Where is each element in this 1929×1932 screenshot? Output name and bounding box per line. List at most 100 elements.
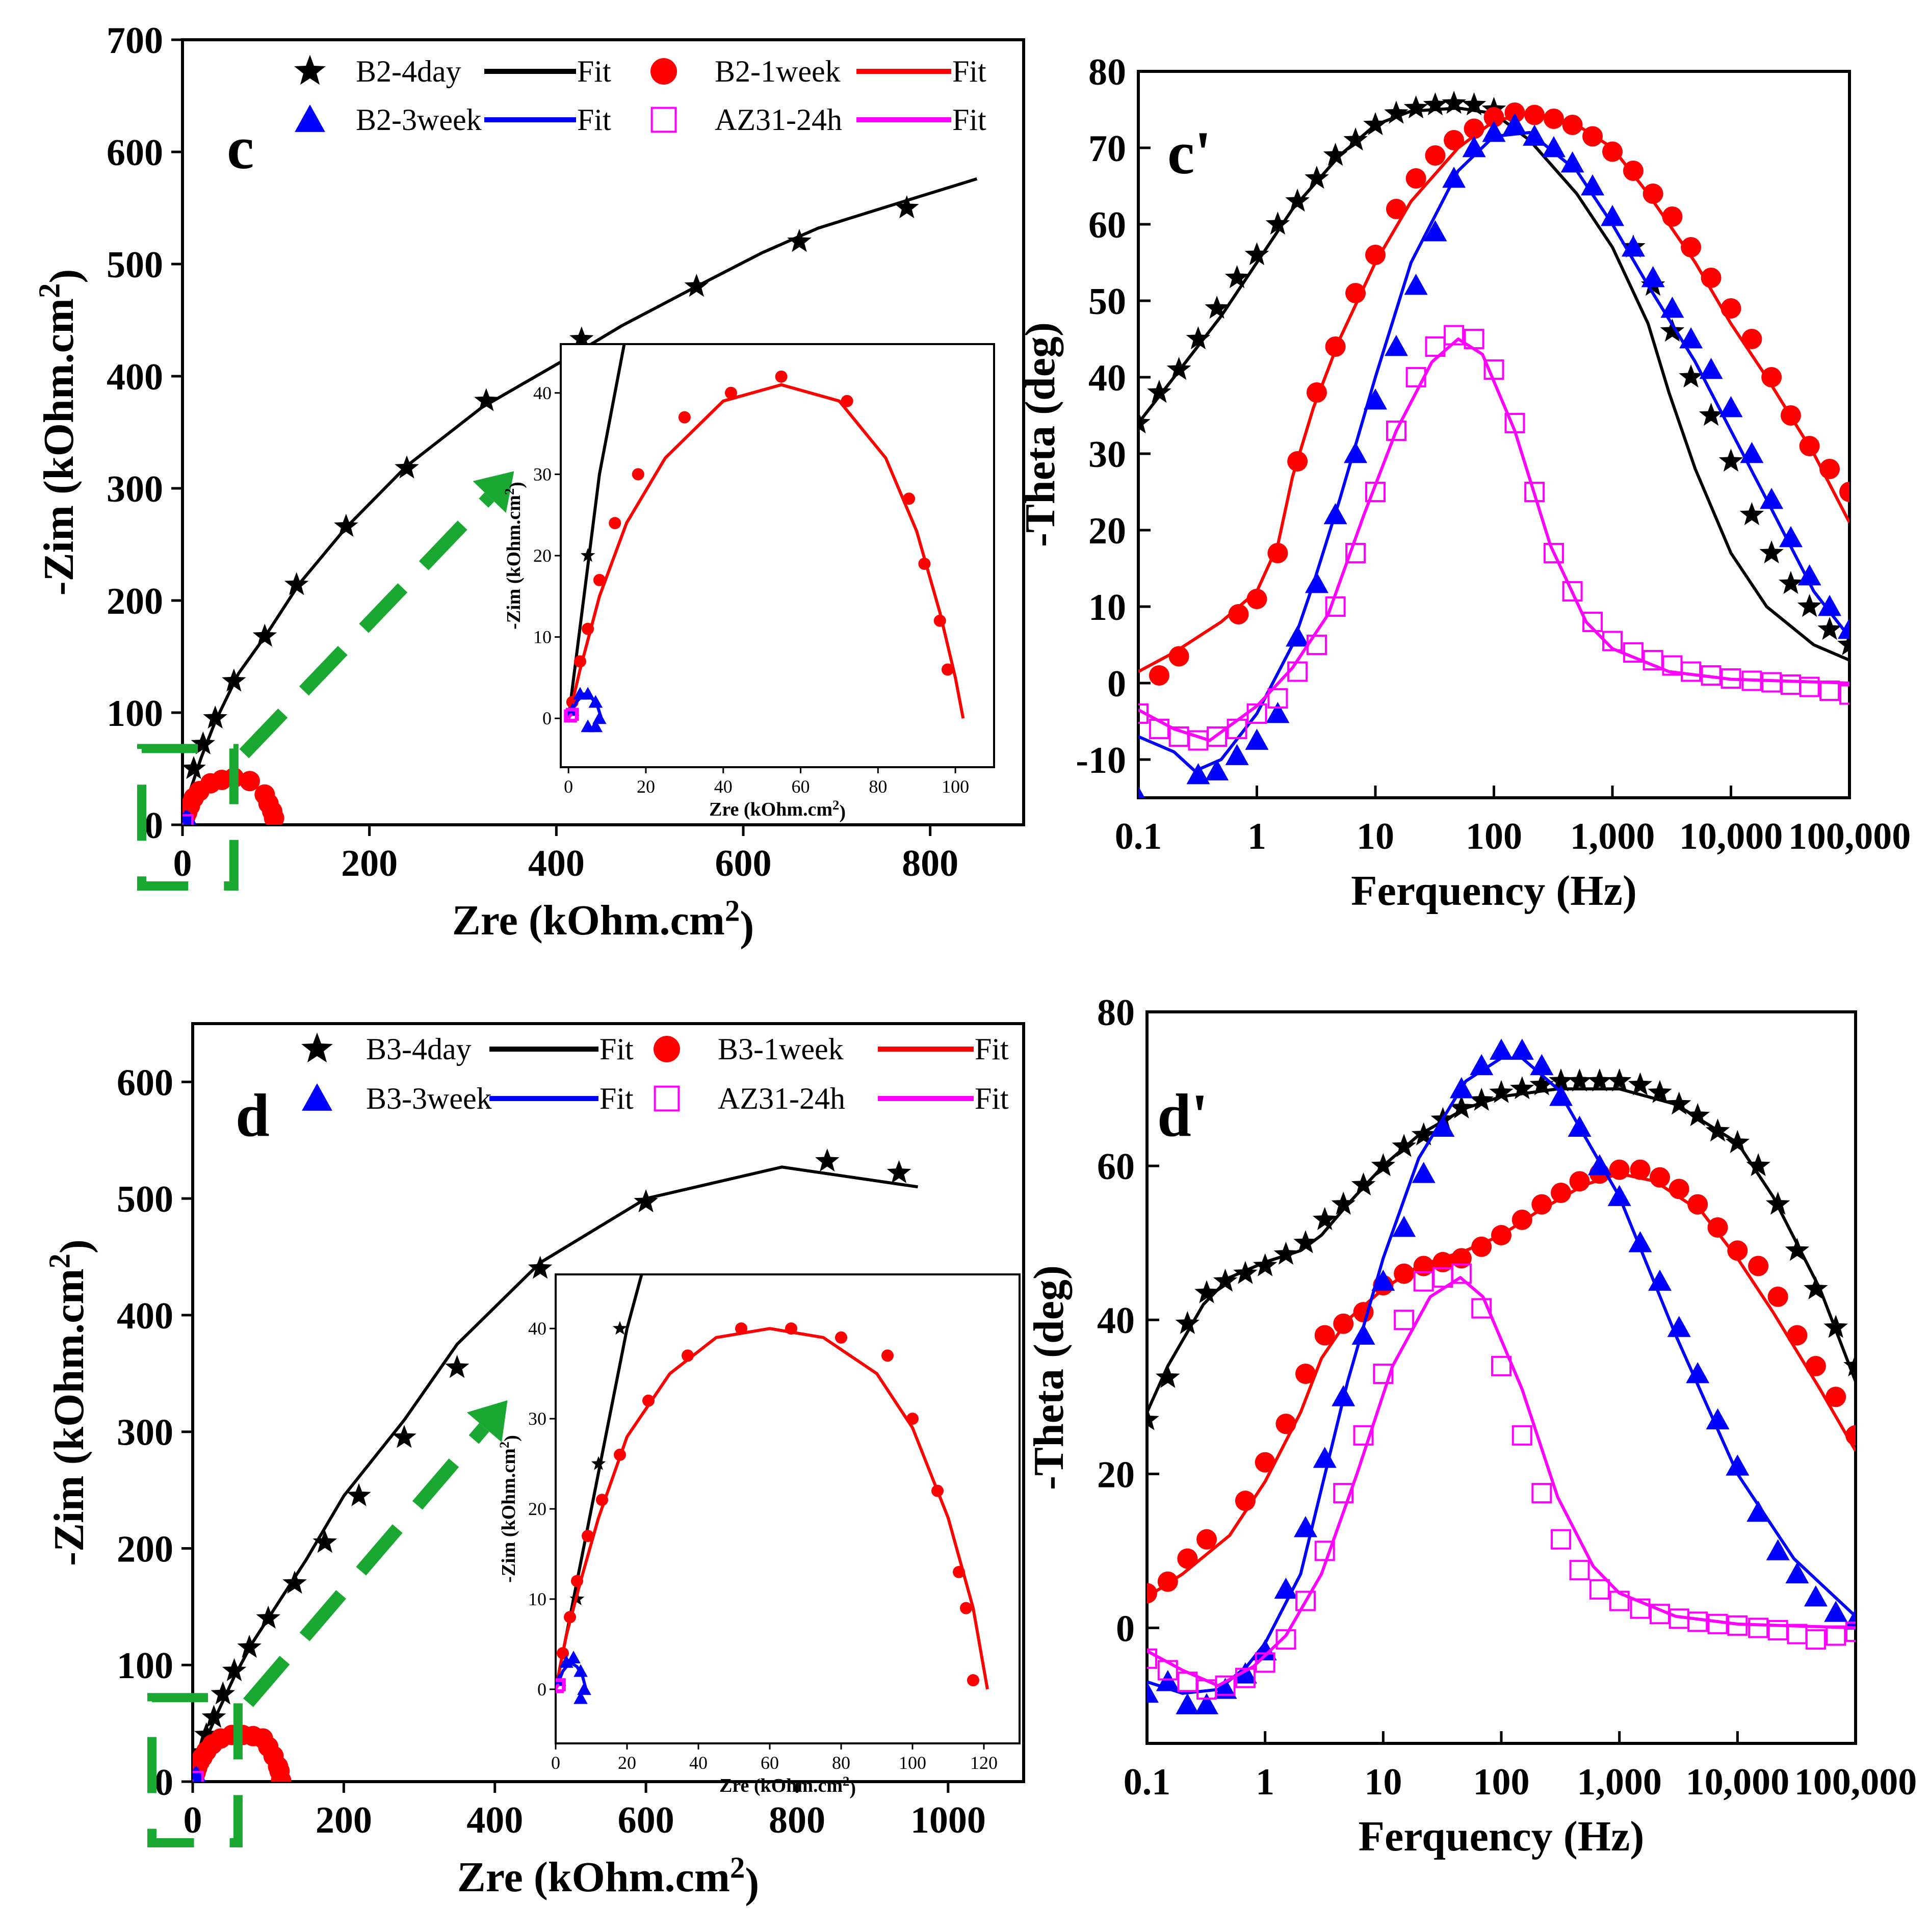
d2-point-B3-1week-18 [1511, 1209, 1532, 1230]
d-point-B3-4day-11 [392, 1425, 416, 1448]
d2-point-AZ31-24h-35 [1826, 1625, 1846, 1646]
d-series-B3-4day [193, 1148, 918, 1782]
c2-point-B2-3week-24 [1641, 266, 1665, 288]
d-series-AZ31-24h [193, 1770, 204, 1782]
c-inset-point-B2-1week-13 [941, 663, 954, 676]
d-inset-ytick-label: 0 [537, 1679, 546, 1700]
d2-point-B3-1week-31 [1767, 1286, 1788, 1307]
d2-point-B3-3week-33 [1785, 1562, 1809, 1584]
d2-point-B3-3week-34 [1804, 1585, 1828, 1607]
d-inset-point-B3-3week-1 [559, 1655, 574, 1668]
d2-point-AZ31-24h-28 [1687, 1611, 1708, 1632]
d2-point-B3-3week-24 [1607, 1185, 1631, 1206]
d-inset-point-B3-1week-16 [967, 1674, 979, 1687]
c2-point-B2-4day-26 [1759, 540, 1784, 564]
d2-point-AZ31-24h-24 [1609, 1590, 1630, 1611]
d2-point-AZ31-24h-5 [1235, 1667, 1256, 1688]
d2-point-B3-1week-17 [1491, 1225, 1511, 1246]
c2-point-B2-3week-14 [1442, 167, 1466, 188]
d2-point-B3-4day-10 [1331, 1191, 1355, 1215]
c2-point-B2-3week-11 [1384, 335, 1408, 356]
d-inset-xtick-label: 80 [832, 1753, 850, 1773]
c-inset-point-B2-1week-6 [678, 411, 691, 424]
d2-point-B3-1week-35 [1845, 1425, 1856, 1446]
d2-point-B3-4day-8 [1293, 1230, 1318, 1254]
d-legend-marker-B3-3week [302, 1083, 332, 1111]
c-ytick-label: 200 [107, 581, 163, 622]
c2-series-B2-3week [1138, 113, 1849, 798]
c2-point-B2-3week-13 [1423, 220, 1447, 242]
d-point-B3-3week-5 [193, 1771, 204, 1782]
d2-point-AZ31-24h-4 [1215, 1675, 1236, 1696]
c2-point-B2-1week-21 [1602, 141, 1623, 162]
d2-point-B3-3week-23 [1587, 1154, 1611, 1176]
c2-point-B2-4day-30 [1837, 632, 1849, 656]
c-point-B2-4day-1 [183, 756, 206, 779]
c2-point-B2-1week-5 [1287, 451, 1308, 472]
d2-point-AZ31-24h-6 [1255, 1652, 1275, 1673]
c2-point-B2-4day-21 [1660, 319, 1685, 342]
c-inset-point-B2-4day-0 [580, 548, 595, 562]
c2-point-B2-4day-11 [1343, 127, 1368, 151]
d2-point-B3-4day-19 [1510, 1076, 1534, 1100]
d2-point-B3-4day-23 [1587, 1068, 1612, 1092]
c2-point-B2-1week-30 [1780, 405, 1801, 426]
d2-xtick-label: 1,000 [1577, 1761, 1662, 1803]
c2-point-B2-1week-29 [1761, 367, 1782, 387]
d-point-B3-4day-12 [445, 1354, 470, 1378]
d2-point-B3-4day-29 [1705, 1118, 1730, 1142]
c2-point-B2-3week-20 [1560, 151, 1584, 173]
d-xtick-label: 1000 [910, 1799, 986, 1841]
c-inset-ytick-label: 30 [533, 464, 552, 484]
c2-point-B2-4day-8 [1285, 189, 1310, 212]
d2-panel-letter: d' [1157, 1081, 1208, 1149]
c2-point-B2-4day-24 [1718, 449, 1743, 472]
c2-point-B2-4day-29 [1817, 617, 1842, 640]
d2-point-B3-3week-7 [1274, 1577, 1298, 1599]
d2-point-B3-1week-19 [1531, 1194, 1552, 1215]
c2-point-B2-1week-27 [1721, 298, 1741, 319]
c2-point-B2-4day-9 [1305, 166, 1329, 189]
d2-x-axis-title: Ferquency (Hz) [1359, 1813, 1645, 1860]
d-xtick-label: 0 [184, 1799, 202, 1841]
c2-point-B2-3week-28 [1719, 396, 1743, 417]
c2-point-AZ31-24h-13 [1386, 421, 1406, 441]
c2-point-AZ31-24h-7 [1267, 688, 1288, 709]
d2-point-B3-1week-13 [1413, 1256, 1434, 1276]
d-fit-line-B3-4day [193, 1165, 918, 1782]
c2-point-B2-1week-7 [1325, 336, 1346, 357]
d2-point-B3-4day-35 [1823, 1315, 1848, 1338]
c-inset-fit-line-AZ31-24h [567, 713, 573, 719]
c-legend-marker-AZ31-24h [650, 107, 677, 133]
d2-point-B3-3week-4 [1213, 1678, 1237, 1699]
c-inset-series-AZ31-24h [564, 708, 579, 723]
d2-ytick-label: 80 [1097, 992, 1135, 1034]
c2-series-AZ31-24h [1138, 325, 1849, 751]
d-inset-ytick-label: 30 [528, 1408, 546, 1429]
c2-point-AZ31-24h-4 [1207, 726, 1228, 747]
d-point-AZ31-24h-1 [193, 1770, 204, 1782]
c-inset-xtick-label: 20 [637, 776, 655, 797]
d2-point-AZ31-24h-21 [1551, 1529, 1572, 1550]
c2-point-B2-3week-0 [1138, 786, 1145, 798]
d2-xtick-label: 1 [1256, 1761, 1274, 1803]
c-point-B2-4day-3 [203, 706, 227, 729]
d-point-B3-4day-16 [887, 1160, 911, 1184]
d2-series-B3-4day [1147, 1068, 1856, 1430]
d-point-B3-4day-6 [237, 1634, 262, 1658]
c-point-B2-4day-6 [284, 572, 309, 595]
d2-point-B3-1week-24 [1630, 1159, 1651, 1180]
c2-ytick-label: 80 [1088, 51, 1126, 93]
d2-ytick-label: 40 [1097, 1300, 1135, 1342]
d2-y-axis-title: -Theta (deg) [1025, 1265, 1073, 1490]
c-point-B2-4day-10 [569, 326, 594, 350]
c2-fit-line-B2-1week [1138, 112, 1849, 673]
d2-point-B3-4day-0 [1147, 1407, 1159, 1430]
d-panel-letter: d [236, 1081, 270, 1149]
d2-xtick-label: 100 [1473, 1761, 1530, 1803]
c-zoom-arrow-head [473, 471, 514, 513]
d2-point-B3-1week-4 [1235, 1491, 1256, 1511]
c2-point-B2-3week-8 [1323, 503, 1347, 525]
d2-point-B3-1week-26 [1669, 1179, 1689, 1199]
